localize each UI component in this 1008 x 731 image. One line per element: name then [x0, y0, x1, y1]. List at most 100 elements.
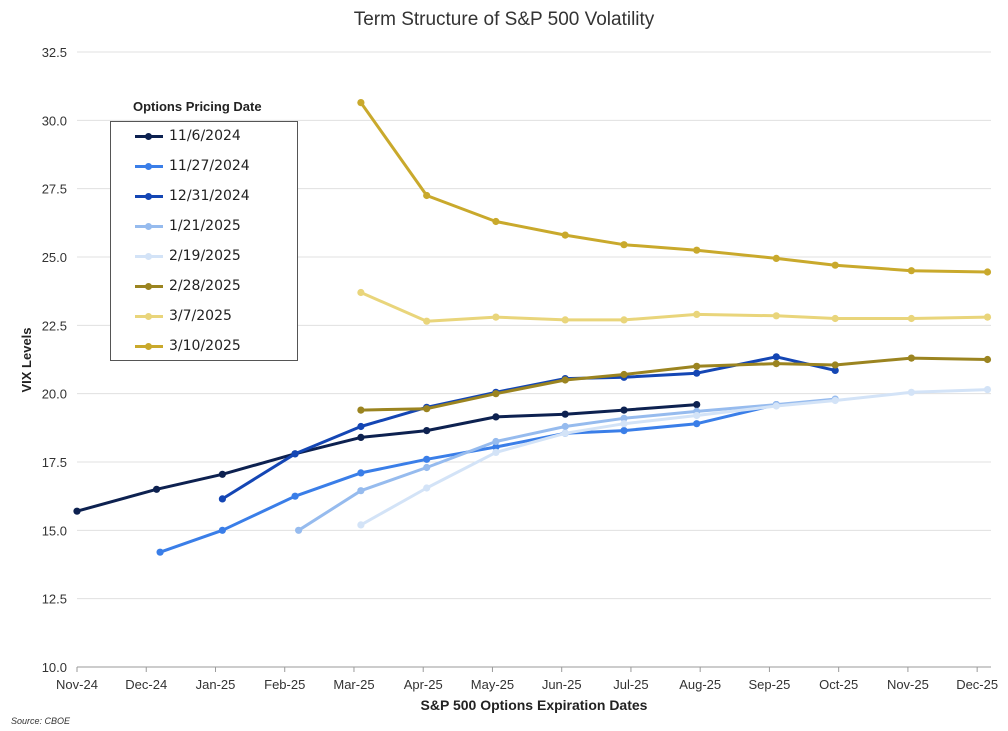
x-tick-label: Mar-25: [333, 677, 374, 692]
data-point: [831, 366, 839, 374]
series-line: [359, 101, 988, 274]
data-point: [693, 369, 701, 377]
y-tick-label: 25.0: [42, 250, 67, 265]
series-12/31/2024: [218, 353, 839, 503]
series-line: [360, 291, 988, 323]
series-line: [76, 403, 697, 513]
legend-marker: [145, 193, 152, 200]
data-point: [295, 526, 303, 534]
legend-label: 12/31/2024: [169, 188, 250, 204]
x-tick-label: Dec-24: [125, 677, 167, 692]
data-point: [693, 362, 701, 370]
data-point: [492, 313, 500, 321]
legend-item: 11/6/2024: [111, 122, 297, 152]
data-point: [357, 521, 365, 529]
legend-marker: [145, 283, 152, 290]
data-point: [620, 406, 628, 414]
legend: 11/6/2024 11/27/2024 12/31/2024 1/21/2025 2/…: [110, 121, 298, 361]
data-point: [831, 261, 839, 269]
y-tick-label: 22.5: [42, 318, 67, 333]
y-tick-label: 32.5: [42, 45, 67, 60]
legend-marker: [145, 253, 152, 260]
legend-item: 2/19/2025: [111, 242, 297, 272]
legend-marker: [145, 223, 152, 230]
data-point: [423, 484, 431, 492]
data-point: [772, 254, 780, 262]
data-point: [561, 316, 569, 324]
data-point: [907, 314, 916, 323]
legend-label: 11/27/2024: [169, 158, 250, 174]
chart-title: Term Structure of S&P 500 Volatility: [353, 9, 655, 30]
data-point: [772, 353, 780, 361]
source-note: Source: CBOE: [11, 716, 71, 726]
y-tick-label: 27.5: [42, 182, 67, 197]
legend-item: 2/28/2025: [111, 272, 297, 302]
data-point: [693, 246, 701, 254]
y-axis-label: VIX Levels: [19, 327, 34, 392]
legend-marker: [145, 313, 152, 320]
data-point: [772, 312, 780, 320]
data-point: [492, 448, 500, 456]
series-3/7/2025: [357, 288, 992, 325]
data-point: [357, 288, 365, 297]
legend-marker: [145, 163, 152, 170]
x-tick-label: Apr-25: [404, 677, 443, 692]
data-point: [492, 217, 500, 226]
data-point: [693, 401, 701, 409]
legend-item: 1/21/2025: [111, 212, 297, 242]
data-point: [620, 241, 628, 249]
legend-marker: [145, 133, 152, 140]
data-point: [218, 526, 226, 534]
x-tick-label: Nov-25: [887, 677, 929, 692]
data-point: [218, 495, 226, 503]
series-11/27/2024: [156, 401, 780, 556]
legend-label: 2/19/2025: [169, 248, 241, 264]
data-point: [693, 420, 701, 428]
data-point: [423, 455, 431, 463]
data-point: [218, 470, 226, 478]
data-point: [492, 443, 500, 451]
data-point: [907, 354, 916, 362]
data-point: [423, 317, 431, 325]
legend-marker: [145, 343, 152, 350]
data-point: [423, 427, 431, 435]
data-point: [983, 313, 992, 321]
data-point: [291, 492, 299, 500]
data-point: [620, 427, 628, 435]
data-point: [357, 406, 365, 414]
series-2/19/2025: [357, 386, 992, 529]
series-line: [360, 388, 988, 527]
legend-label: 1/21/2025: [169, 218, 241, 234]
y-tick-label: 15.0: [42, 523, 67, 538]
y-tick-label: 17.5: [42, 455, 67, 470]
x-tick-label: Feb-25: [264, 677, 305, 692]
legend-label: 3/10/2025: [169, 338, 241, 354]
data-point: [907, 267, 916, 275]
x-axis-label: S&P 500 Options Expiration Dates: [421, 697, 648, 713]
data-point: [423, 191, 431, 200]
data-point: [492, 413, 500, 421]
series-group: [73, 99, 992, 556]
data-point: [561, 231, 569, 239]
y-tick-label: 10.0: [42, 660, 67, 675]
data-point: [492, 437, 500, 446]
data-point: [357, 487, 365, 495]
y-tick-label: 30.0: [42, 113, 67, 128]
data-point: [561, 376, 569, 384]
data-point: [620, 316, 628, 324]
legend-item: 12/31/2024: [111, 182, 297, 212]
y-tick-label: 12.5: [42, 592, 67, 607]
data-point: [772, 402, 780, 410]
x-tick-label: Jan-25: [196, 677, 236, 692]
data-point: [561, 410, 569, 418]
data-point: [561, 429, 569, 437]
data-point: [693, 310, 701, 318]
x-tick-label: Sep-25: [748, 677, 790, 692]
data-point: [357, 99, 365, 107]
data-point: [156, 548, 164, 556]
data-point: [983, 355, 992, 364]
legend-label: 11/6/2024: [169, 128, 241, 144]
data-point: [620, 414, 628, 422]
data-point: [620, 370, 628, 379]
legend-item: 3/10/2025: [111, 332, 297, 362]
